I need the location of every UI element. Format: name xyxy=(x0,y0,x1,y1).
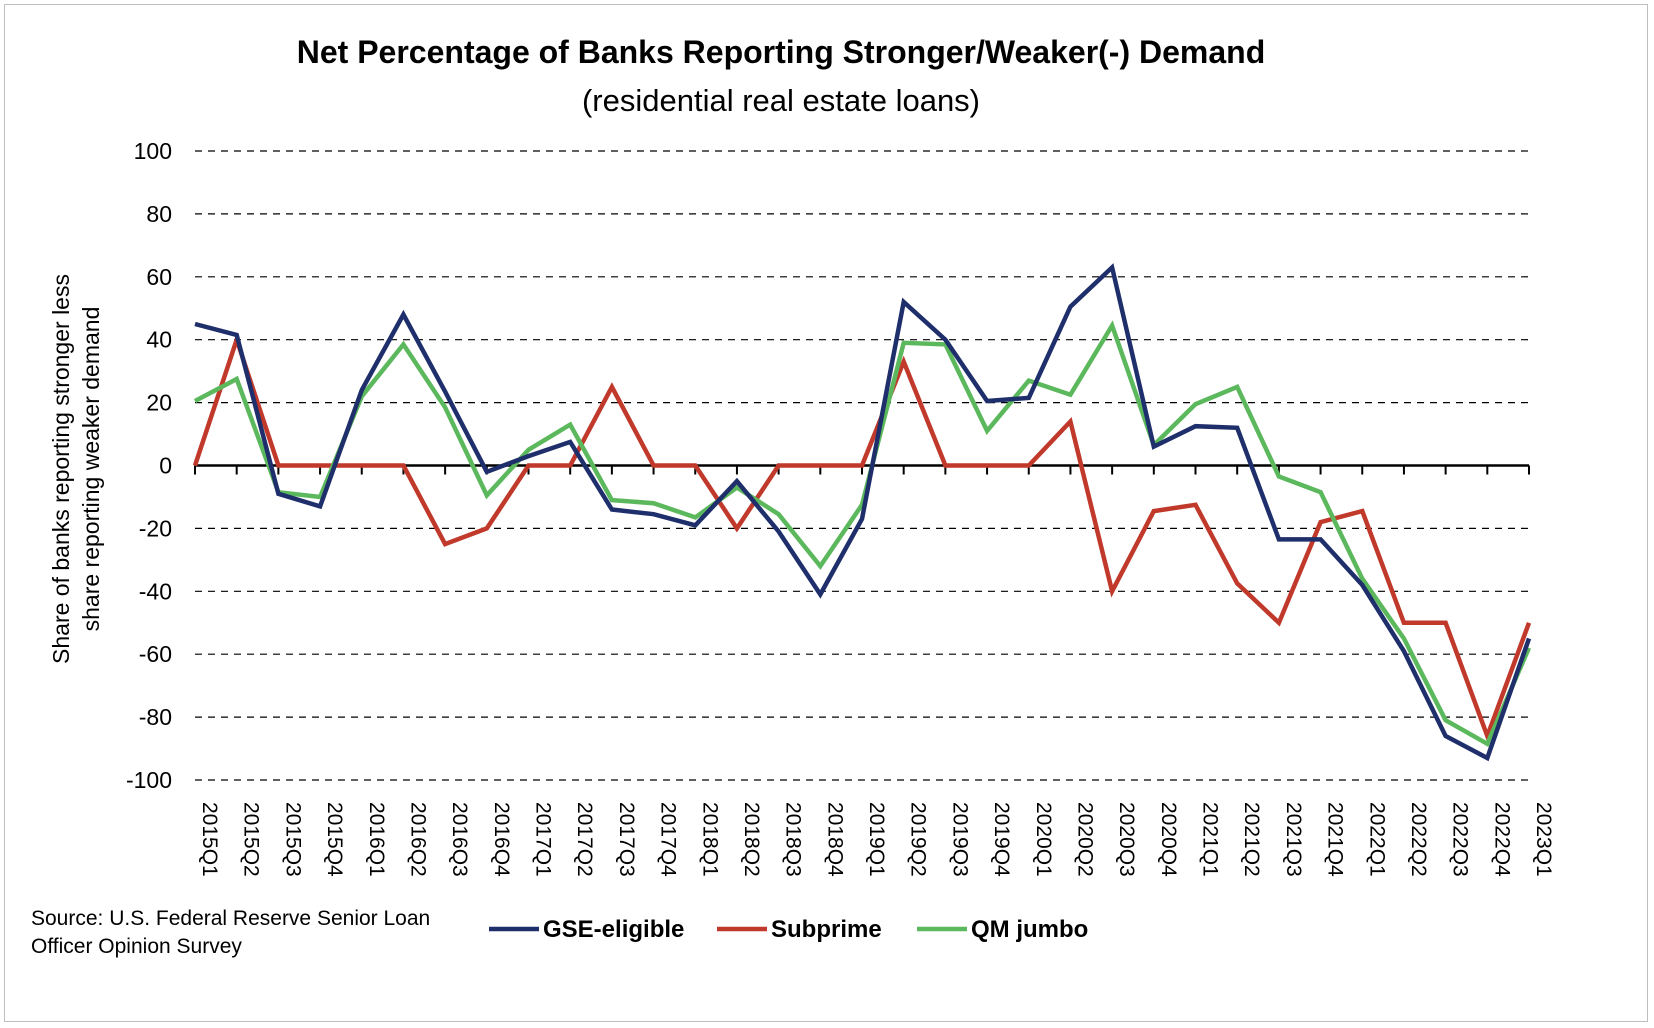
x-tick-label: 2021Q2 xyxy=(1240,802,1263,877)
x-tick-label: 2019Q3 xyxy=(948,802,971,877)
y-tick-label: -40 xyxy=(139,578,172,604)
x-tick-label: 2019Q4 xyxy=(990,802,1013,877)
x-tick-label: 2020Q4 xyxy=(1157,802,1180,877)
y-axis-ticks: 100 80 60 40 20 0 -20 -40 -60 -80 -100 xyxy=(126,138,172,793)
x-tick-label: 2016Q1 xyxy=(365,802,388,877)
legend-label: QM jumbo xyxy=(971,916,1088,943)
x-tick-label: 2020Q3 xyxy=(1115,802,1138,877)
y-tick-label: 80 xyxy=(146,201,172,227)
x-tick-label: 2021Q1 xyxy=(1199,802,1222,877)
source-line-1: Source: U.S. Federal Reserve Senior Loan xyxy=(31,907,430,930)
x-tick-label: 2020Q1 xyxy=(1032,802,1055,877)
y-tick-label: -20 xyxy=(139,515,172,541)
x-tick-label: 2022Q3 xyxy=(1449,802,1472,877)
x-tick-label: 2018Q4 xyxy=(823,802,846,877)
x-tick-label: 2016Q2 xyxy=(406,802,429,877)
x-tick-label: 2022Q4 xyxy=(1490,802,1513,877)
y-tick-label: 100 xyxy=(134,138,172,164)
legend-label: GSE-eligible xyxy=(543,916,684,943)
y-axis-label-line-1: Share of banks reporting stronger less xyxy=(48,274,74,664)
x-tick-label: 2023Q1 xyxy=(1532,802,1555,877)
chart-title: Net Percentage of Banks Reporting Strong… xyxy=(297,34,1266,70)
y-tick-label: 60 xyxy=(146,264,172,290)
x-tick-label: 2015Q3 xyxy=(281,802,304,877)
y-tick-label: 40 xyxy=(146,327,172,353)
x-tick-label: 2021Q3 xyxy=(1282,802,1305,877)
y-tick-label: -60 xyxy=(139,641,172,667)
y-tick-label: -100 xyxy=(126,767,172,793)
x-tick-label: 2020Q2 xyxy=(1073,802,1096,877)
x-tick-label: 2022Q2 xyxy=(1407,802,1430,877)
x-tick-label: 2017Q2 xyxy=(573,802,596,877)
y-axis-label-line-2: share reporting weaker demand xyxy=(78,307,104,632)
y-tick-label: 0 xyxy=(159,453,172,479)
x-tick-label: 2015Q2 xyxy=(240,802,263,877)
x-tick-label: 2015Q1 xyxy=(198,802,221,877)
series-line-qm-jumbo xyxy=(193,320,1532,747)
x-tick-label: 2018Q2 xyxy=(740,802,763,877)
chart-subtitle: (residential real estate loans) xyxy=(582,83,980,118)
source-note: Source: U.S. Federal Reserve Senior Loan… xyxy=(31,907,430,958)
x-tick-label: 2015Q4 xyxy=(323,802,346,877)
legend: GSE-eligible Subprime QM jumbo xyxy=(489,916,1088,943)
line-chart: Net Percentage of Banks Reporting Strong… xyxy=(31,34,1555,958)
x-axis-ticks: 2015Q1 2015Q2 2015Q3 2015Q4 2016Q1 2016Q2 2016… xyxy=(198,802,1555,877)
source-line-2: Officer Opinion Survey xyxy=(31,935,242,958)
x-tick-label: 2017Q4 xyxy=(657,802,680,877)
x-tick-label: 2017Q1 xyxy=(532,802,555,877)
y-axis-label: Share of banks reporting stronger less s… xyxy=(48,274,104,664)
x-tick-label: 2018Q3 xyxy=(782,802,805,877)
x-tick-label: 2016Q4 xyxy=(490,802,513,877)
y-tick-label: 20 xyxy=(146,390,172,416)
x-tick-label: 2019Q1 xyxy=(865,802,888,877)
x-tick-label: 2016Q3 xyxy=(448,802,471,877)
x-tick-label: 2022Q1 xyxy=(1365,802,1388,877)
x-tick-label: 2021Q4 xyxy=(1324,802,1347,877)
x-tick-label: 2017Q3 xyxy=(615,802,638,877)
chart-frame: Net Percentage of Banks Reporting Strong… xyxy=(4,4,1648,1022)
x-tick-label: 2018Q1 xyxy=(698,802,721,877)
series-line-subprime xyxy=(192,332,1532,743)
y-tick-label: -80 xyxy=(139,704,172,730)
x-tick-label: 2019Q2 xyxy=(907,802,930,877)
legend-label: Subprime xyxy=(771,916,882,943)
series-lines xyxy=(192,263,1532,762)
